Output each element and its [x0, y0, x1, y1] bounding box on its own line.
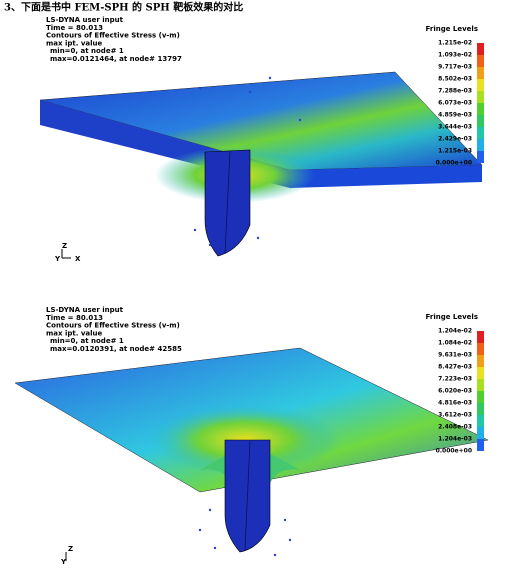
legend-title: Fringe Levels	[426, 313, 478, 321]
info-line: Contours of Effective Stress (v-m)	[46, 32, 180, 40]
legend-label: 7.223e-03	[438, 376, 472, 383]
projectile-edge	[224, 150, 231, 255]
legend-label: 1.215e-02	[438, 40, 472, 47]
legend-label: 4.816e-03	[438, 400, 472, 407]
legend-swatch	[477, 79, 484, 91]
legend-swatch	[477, 343, 484, 355]
legend-label: 1.204e-03	[438, 436, 472, 443]
legend-swatch	[477, 55, 484, 67]
info-line: min=0, at node# 1	[50, 337, 124, 345]
legend-label: 1.084e-02	[438, 340, 472, 347]
legend-swatch	[477, 379, 484, 391]
info-line: max ipt. value	[46, 39, 102, 47]
legend-label: 2.429e-03	[438, 136, 472, 143]
legend-label: 3.612e-03	[438, 412, 472, 419]
axis-label: Z	[68, 545, 73, 553]
info-line: max=0.0121464, at node# 13797	[50, 55, 182, 63]
legend-label: 4.859e-03	[438, 112, 472, 119]
legend-swatch	[477, 139, 484, 151]
legend-swatch	[477, 115, 484, 127]
legend-label: 9.717e-03	[438, 64, 472, 71]
legend-label: 9.631e-03	[438, 352, 472, 359]
legend-swatch	[477, 439, 484, 451]
info-line: min=0, at node# 1	[50, 47, 124, 55]
info-line: Contours of Effective Stress (v-m)	[46, 322, 180, 330]
legend-swatch	[477, 91, 484, 103]
axis-label: Z	[62, 242, 67, 250]
legend-swatch	[477, 127, 484, 139]
legend-swatch	[477, 403, 484, 415]
info-line: max ipt. value	[46, 329, 102, 337]
legend-label: 6.073e-03	[438, 100, 472, 107]
legend-swatch	[477, 43, 484, 55]
legend-swatch	[477, 67, 484, 79]
legend-swatch	[477, 391, 484, 403]
legend-label: 7.288e-03	[438, 88, 472, 95]
legend-label: 1.215e-03	[438, 148, 472, 155]
legend-swatch	[477, 367, 484, 379]
particles	[193, 76, 302, 247]
legend-swatch	[477, 151, 484, 163]
legend-swatch	[477, 103, 484, 115]
legend-label: 2.408e-03	[438, 424, 472, 431]
legend-label: 8.427e-03	[438, 364, 472, 371]
legend-label: 1.093e-02	[438, 52, 472, 59]
axis-label: X	[75, 255, 81, 263]
info-line: Time = 80.013	[46, 314, 103, 322]
legend-swatch	[477, 355, 484, 367]
legend-label: 6.020e-03	[438, 388, 472, 395]
info-line: Time = 80.013	[46, 24, 103, 32]
legend-title: Fringe Levels	[426, 25, 478, 33]
legend-label: 0.000e+00	[436, 448, 472, 455]
legend-swatch	[477, 331, 484, 343]
projectile-edge	[244, 440, 251, 551]
info-line: max=0.0120391, at node# 42585	[50, 345, 182, 353]
plate-edge	[290, 165, 482, 188]
particles	[198, 508, 292, 557]
legend-swatch	[477, 427, 484, 439]
axis-label: Y	[54, 255, 61, 263]
legend-label: 0.000e+00	[436, 160, 472, 167]
legend-label: 1.204e-02	[438, 328, 472, 335]
info-line: LS-DYNA user input	[46, 16, 124, 24]
legend-swatch	[477, 415, 484, 427]
legend-label: 8.502e-03	[438, 76, 472, 83]
axis-label: Y	[60, 558, 67, 566]
heading: 3、下面是书中 FEM-SPH 的 SPH 靶板效果的对比	[4, 1, 243, 14]
legend-label: 3.644e-03	[438, 124, 472, 131]
info-line: LS-DYNA user input	[46, 306, 124, 314]
